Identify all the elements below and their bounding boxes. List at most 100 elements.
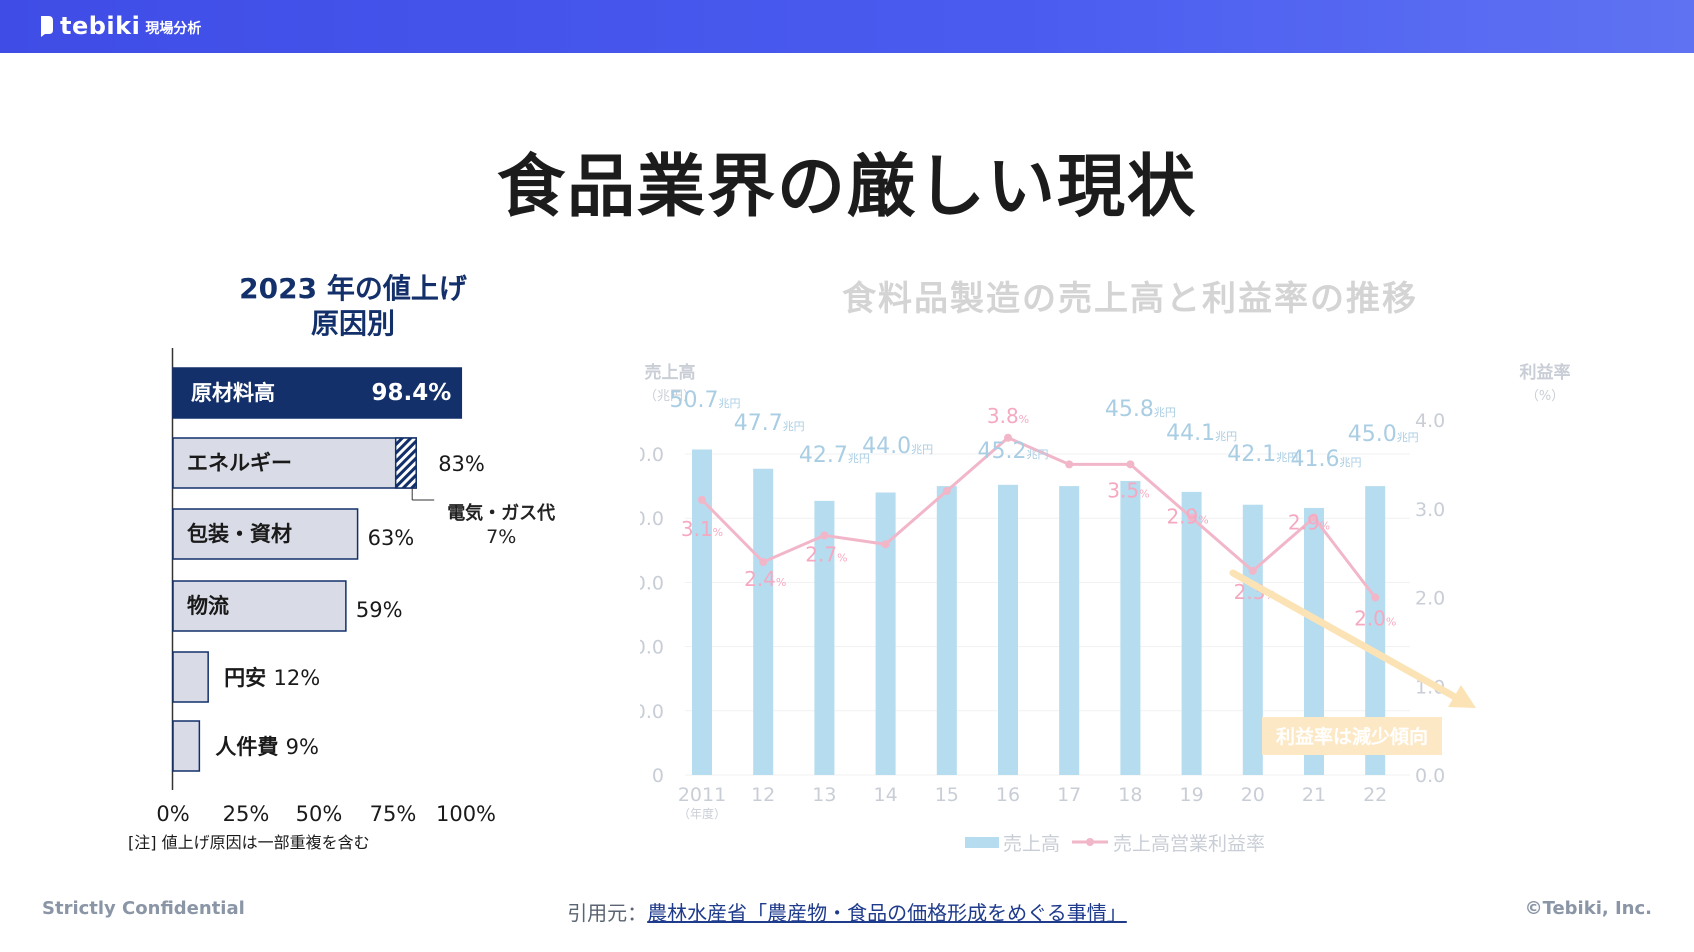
- x-tick-label: 12: [751, 784, 775, 806]
- margin-point: [1065, 460, 1074, 469]
- brand-logo[interactable]: tebiki 現場分析: [40, 12, 201, 40]
- cause-value: 12%: [273, 666, 320, 690]
- sales-unit: 兆円: [1154, 406, 1176, 419]
- sales-unit: 兆円: [1215, 430, 1237, 443]
- copyright: ©Tebiki, Inc.: [1524, 898, 1652, 919]
- cause-label: エネルギー: [187, 451, 292, 475]
- margin-unit: %: [1198, 514, 1208, 527]
- x-tick-label: 15: [935, 784, 959, 806]
- margin-point: [759, 558, 768, 566]
- sales-value: 45.8: [1105, 397, 1154, 422]
- margin-point: [1004, 433, 1012, 442]
- x-tick-label: 2011: [678, 784, 726, 806]
- x-tick-label: 50%: [296, 802, 343, 826]
- x-tick-label: 75%: [370, 802, 417, 826]
- cause-bar: [172, 720, 201, 772]
- left-axis-unit: （兆円）: [644, 389, 696, 404]
- slide-title: 食品業界の厳しい現状: [496, 148, 1197, 227]
- cause-value: 9%: [286, 735, 319, 759]
- sales-value: 45.0: [1348, 422, 1397, 447]
- sales-value-label: 44.1兆円: [1166, 421, 1237, 446]
- sub-segment-value: 7%: [486, 526, 516, 548]
- margin-point: [1126, 460, 1135, 469]
- cause-bar: [172, 580, 347, 632]
- left-y-tick: 0: [652, 765, 664, 787]
- source-link[interactable]: 農林水産省「農産物・食品の価格形成をめぐる事情」: [647, 901, 1127, 925]
- margin-point: [698, 495, 706, 504]
- margin-point: [1371, 593, 1380, 602]
- margin-value: 2.9: [1288, 511, 1320, 535]
- sales-bar: [753, 468, 774, 775]
- cause-label: 人件費: [215, 735, 285, 759]
- left-y-tick: 30.0: [640, 572, 664, 594]
- confidential-label: Strictly Confidential: [42, 898, 245, 919]
- x-tick-label: 16: [996, 784, 1020, 806]
- x-tick-label: 18: [1118, 784, 1142, 806]
- margin-value: 3.8: [987, 404, 1019, 428]
- margin-value-label: 3.8%: [987, 404, 1029, 428]
- left-y-tick: 10.0: [640, 701, 664, 723]
- cause-label: 包装・資材: [187, 522, 292, 546]
- sales-bar: [875, 492, 896, 775]
- cause-bar: [172, 367, 463, 419]
- trend-arrow-shaft: [1229, 569, 1459, 701]
- sales-value-label: 41.6兆円: [1291, 447, 1362, 472]
- margin-point: [881, 540, 890, 549]
- cause-value: 83%: [438, 452, 485, 476]
- left-y-tick: 20.0: [640, 637, 664, 659]
- margin-value: 2.4: [744, 567, 776, 591]
- x-tick-label: 100%: [436, 802, 496, 826]
- legend-margin-label: 売上高営業利益率: [1113, 833, 1265, 855]
- sales-bar: [936, 486, 957, 775]
- left-chart-note: [注] 値上げ原因は一部重複を含む: [128, 833, 370, 852]
- left-y-tick: 50.0: [640, 444, 664, 466]
- x-tick-label: 17: [1057, 784, 1081, 806]
- right-y-tick: 2.0: [1415, 588, 1445, 610]
- sales-bar: [692, 449, 712, 775]
- cause-label: 円安: [224, 666, 273, 690]
- sales-bar: [1120, 480, 1141, 775]
- margin-point: [1187, 513, 1196, 522]
- left-y-tick: 40.0: [640, 508, 664, 530]
- margin-unit: %: [1139, 487, 1149, 500]
- right-chart-title: 食料品製造の売上高と利益率の推移: [842, 279, 1418, 319]
- right-axis-unit: （%）: [1526, 389, 1564, 404]
- left-axis-label: 売上高: [645, 362, 696, 383]
- margin-unit: %: [1019, 413, 1029, 426]
- sales-unit: 兆円: [848, 452, 870, 465]
- sales-bar: [998, 484, 1018, 775]
- margin-line: [700, 435, 1377, 599]
- sales-unit: 兆円: [911, 443, 933, 456]
- sales-value: 44.1: [1166, 421, 1215, 446]
- sales-unit: 兆円: [718, 397, 740, 410]
- sales-value: 45.2: [978, 439, 1027, 464]
- margin-point: [942, 487, 951, 495]
- sales-unit: 兆円: [783, 420, 805, 433]
- margin-value-label: 2.9%: [1288, 511, 1330, 535]
- margin-unit: %: [1386, 616, 1396, 629]
- margin-unit: %: [776, 576, 786, 589]
- sales-value: 50.7: [670, 388, 719, 413]
- right-y-tick: 4.0: [1415, 410, 1445, 432]
- x-tick-label: 20: [1241, 784, 1265, 806]
- trend-arrow-head: [1448, 685, 1476, 708]
- annotation-box: [1262, 717, 1442, 755]
- margin-value: 3.5: [1107, 478, 1139, 502]
- x-tick-label: 0%: [156, 802, 189, 826]
- margin-value-label: 2.0%: [1354, 607, 1396, 631]
- cause-bar: [172, 437, 417, 489]
- x-unit-note: （年度）: [678, 806, 726, 821]
- x-tick-label: 25%: [223, 802, 270, 826]
- annotation-text: 利益率は減少傾向: [1276, 725, 1428, 748]
- source-prefix: 引用元：: [567, 901, 648, 925]
- margin-point: [1310, 513, 1318, 522]
- sales-value-label: 45.2兆円: [978, 439, 1049, 464]
- margin-point: [820, 531, 829, 540]
- margin-value-label: 2.9%: [1166, 505, 1208, 529]
- legend-sales-label: 売上高: [1003, 833, 1060, 855]
- x-tick-label: 13: [812, 784, 836, 806]
- sales-bar: [814, 500, 835, 775]
- left-chart-title-line1: 2023 年の値上げ: [239, 272, 468, 305]
- sales-value: 44.0: [862, 434, 911, 459]
